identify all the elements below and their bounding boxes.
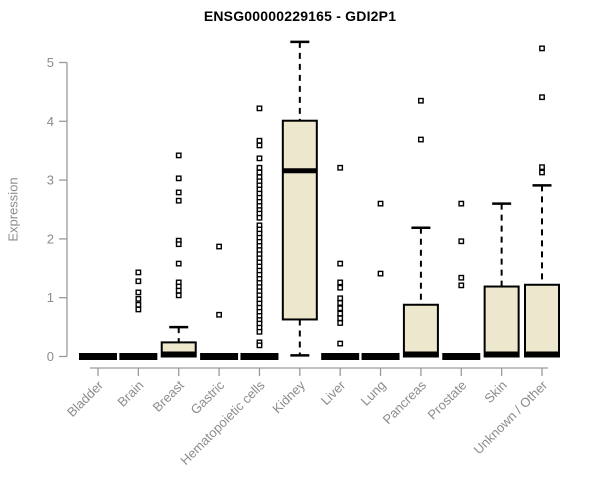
x-tick-label: Brain (114, 378, 146, 410)
outlier-point (337, 315, 344, 322)
x-tick-label: Lung (358, 378, 389, 409)
x-tick-label: Gastric (187, 377, 227, 417)
y-tick-label: 0 (47, 349, 54, 364)
collapsed-box (361, 353, 400, 360)
outlier-point (175, 260, 182, 267)
x-tick-label: Bladder (64, 377, 107, 420)
outlier-point (337, 310, 344, 317)
x-tick-label: Prostate (425, 378, 470, 423)
outlier-point (337, 279, 344, 286)
outlier-point (135, 306, 142, 313)
outlier-point (337, 320, 344, 326)
box-kidney (281, 40, 318, 357)
outlier-point (539, 94, 545, 101)
outlier-point (256, 169, 263, 176)
y-tick-label: 2 (47, 231, 54, 246)
iqr-box (524, 283, 561, 358)
box-breast (160, 152, 197, 358)
outlier-point (539, 45, 545, 52)
y-tick-label: 1 (47, 290, 54, 305)
outlier-point (256, 328, 263, 335)
x-tick-label: Pancreas (380, 377, 430, 427)
outlier-point (458, 200, 465, 207)
outlier-point (175, 152, 182, 159)
x-tick-label: Skin (481, 378, 509, 406)
outlier-point (539, 169, 545, 176)
outlier-point (135, 289, 142, 296)
outlier-point (256, 137, 263, 144)
iqr-box (281, 119, 318, 321)
outlier-point (175, 292, 182, 299)
box-unknown-other (524, 45, 561, 358)
iqr-box (402, 303, 439, 358)
box-hematopoietic-cells (240, 105, 279, 360)
collapsed-box (119, 353, 158, 360)
outlier-point (175, 287, 182, 294)
outlier-point (135, 278, 142, 285)
box-prostate (442, 200, 481, 360)
outlier-point (175, 175, 182, 182)
box-brain (119, 269, 158, 360)
outlier-point (175, 197, 182, 204)
outlier-point (458, 238, 465, 245)
outlier-point (256, 105, 263, 112)
outlier-point (216, 243, 222, 250)
outlier-point (418, 97, 424, 104)
y-axis-title: Expression (5, 177, 21, 242)
collapsed-box (200, 353, 239, 360)
box-gastric (200, 243, 239, 360)
y-tick-label: 5 (47, 55, 54, 70)
outlier-point (256, 214, 263, 221)
outlier-point (377, 200, 384, 207)
y-tick-label: 4 (47, 114, 54, 129)
outlier-point (135, 269, 142, 276)
outlier-point (256, 142, 263, 149)
outlier-point (337, 284, 344, 291)
outlier-point (337, 305, 344, 312)
x-tick-label: Liver (318, 377, 349, 408)
box-lung (361, 200, 400, 360)
outlier-point (337, 300, 344, 306)
outlier-point (175, 241, 182, 248)
box-bladder (79, 353, 117, 360)
outlier-point (337, 260, 344, 267)
outlier-point (458, 274, 465, 281)
x-tick-label: Kidney (269, 377, 308, 416)
outlier-point (377, 270, 384, 277)
y-tick-label: 3 (47, 173, 54, 188)
collapsed-box (321, 353, 360, 360)
outlier-point (256, 164, 263, 171)
box-skin (483, 202, 520, 358)
outlier-point (418, 136, 424, 143)
outlier-point (135, 295, 142, 302)
outlier-point (175, 189, 182, 196)
outlier-point (256, 342, 263, 349)
outlier-point (135, 301, 142, 308)
collapsed-box (79, 353, 117, 360)
outlier-point (216, 311, 222, 318)
outlier-point (337, 340, 344, 347)
y-axis: 0 1 2 3 4 5 (47, 55, 68, 364)
iqr-box (483, 285, 520, 358)
chart-title: ENSG00000229165 - GDI2P1 (203, 8, 397, 24)
outlier-point (337, 164, 344, 171)
x-tick-label: Unknown / Other (471, 377, 551, 457)
outlier-point (539, 164, 545, 171)
box-liver (321, 164, 360, 360)
collapsed-box (240, 353, 279, 360)
outlier-point (256, 155, 263, 162)
collapsed-box (442, 353, 481, 360)
box-pancreas (402, 97, 439, 358)
outlier-point (458, 282, 465, 289)
outlier-point (337, 295, 344, 302)
x-tick-label: Breast (150, 377, 187, 414)
